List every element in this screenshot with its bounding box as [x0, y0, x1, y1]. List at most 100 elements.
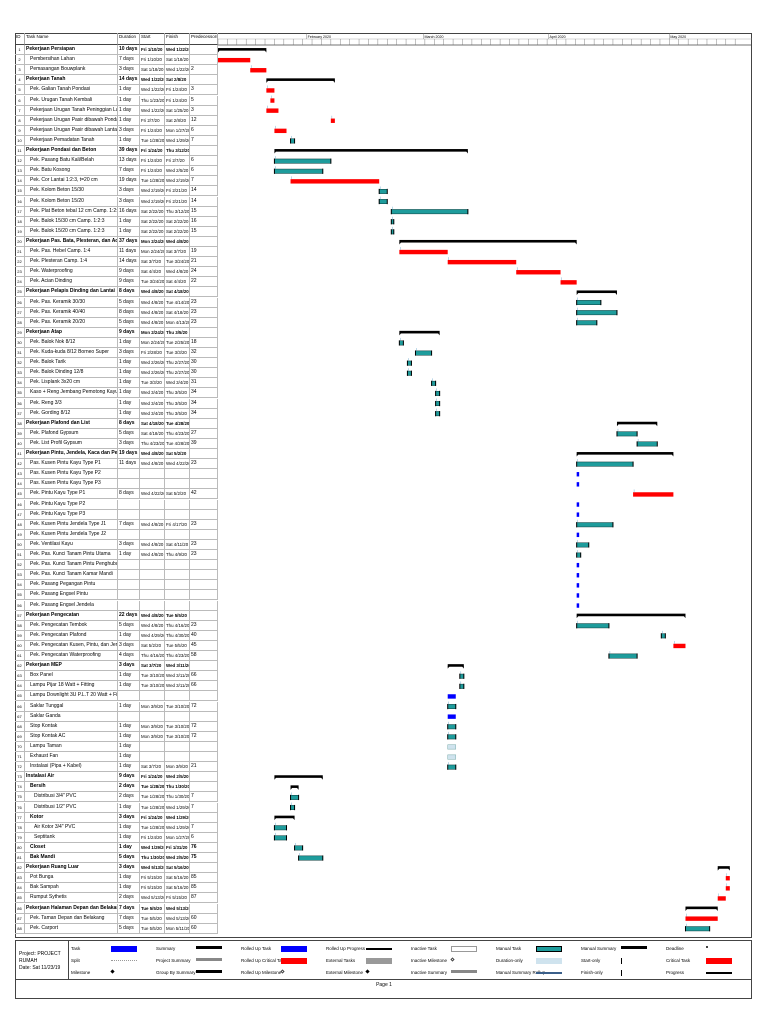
table-row[interactable]: 46 Pek. Pintu Kayu Type P2: [15, 499, 218, 510]
header-start[interactable]: Start: [140, 33, 165, 45]
table-row[interactable]: 4 Pekerjaan Tanah 14 days Wed 1/22/20 Sat 2/…: [15, 75, 218, 86]
table-row[interactable]: 42 Pas. Kusen Pintu Kayu Type P1 11 days We…: [15, 459, 218, 470]
table-row[interactable]: 50 Pek. Ventilasi Kayu 3 days Wed 4/8/20 Sat…: [15, 539, 218, 550]
table-row[interactable]: 61 Pek. Pengecatan Waterproofing 4 days Thu…: [15, 651, 218, 662]
table-row[interactable]: 44 Pas. Kusen Pintu Kayu Type P3: [15, 479, 218, 490]
table-row[interactable]: 21 Pek. Pas. Hebel Camp. 1:4 11 days Mon 2/…: [15, 247, 218, 258]
table-row[interactable]: 18 Pek. Balok 15/30 cm Camp. 1:2:3 1 day Sa…: [15, 216, 218, 227]
table-row[interactable]: 14 Pek. Cor Lantai 1:2:3, t=20 cm 19 days T…: [15, 176, 218, 187]
task-predecessors: [190, 287, 218, 298]
table-row[interactable]: 69 Stop Kontak AC 1 day Mon 3/9/20 Tue 3/10/…: [15, 731, 218, 742]
table-row[interactable]: 39 Pek. Plafond Gypsum 5 days Sat 4/18/20 Th…: [15, 428, 218, 439]
table-row[interactable]: 27 Pek. Pas. Keramik 40/40 8 days Wed 4/8/2…: [15, 307, 218, 318]
table-row[interactable]: 19 Pek. Balok 15/20 cm Camp. 1:2:3 1 day Sa…: [15, 226, 218, 237]
table-row[interactable]: 31 Pek. Kuda-kuda 8/12 Borneo Super 3 days…: [15, 348, 218, 359]
table-row[interactable]: 34 Pek. Lisplank 3x20 cm 1 day Tue 3/3/20 We…: [15, 378, 218, 389]
table-row[interactable]: 15 Pek. Kolom Beton 15/30 3 days Wed 2/19/2…: [15, 186, 218, 197]
table-row[interactable]: 83 Pot Bunga 1 day Fri 5/15/20 Sat 5/16/20 85: [15, 873, 218, 884]
header-finish[interactable]: Finish: [165, 33, 190, 45]
table-row[interactable]: 49 Pek. Kusen Pintu Jendela Type J2: [15, 529, 218, 540]
table-row[interactable]: 28 Pek. Pas. Keramik 20/20 5 days Wed 4/8/2…: [15, 317, 218, 328]
table-row[interactable]: 45 Pek. Pintu Kayu Type P1 8 days Wed 4/22/…: [15, 489, 218, 500]
table-row[interactable]: 85 Rumput Sythetis 2 days Wed 5/13/20 Fri 5/…: [15, 893, 218, 904]
table-row[interactable]: 48 Pek. Kusen Pintu Jendela Type J1 7 days…: [15, 519, 218, 530]
table-row[interactable]: 47 Pek. Pintu Kayu Type P3: [15, 509, 218, 520]
table-row[interactable]: 33 Pek. Balok Dinding 12/8 1 day Wed 2/26/2…: [15, 368, 218, 379]
task-name: Bersih: [25, 782, 118, 793]
table-row[interactable]: 76 Distribusi 1/2" PVC 1 day Tue 1/28/20 Wed…: [15, 802, 218, 813]
table-row[interactable]: 57 Pekerjaan Pengecatan 22 days Wed 4/8/20 T…: [15, 610, 218, 621]
task-duration: [118, 479, 140, 490]
table-row[interactable]: 38 Pekerjaan Plafond dan List 8 days Sat 4/…: [15, 418, 218, 429]
table-row[interactable]: 65 Lampu Downlight 3U P.L.T 20 Watt + Fit…: [15, 691, 218, 702]
table-row[interactable]: 25 Pekerjaan Pelapis Dinding dan Lantai 8 …: [15, 287, 218, 298]
table-row[interactable]: 67 Saklar Ganda: [15, 711, 218, 722]
table-row[interactable]: 16 Pek. Kolom Beton 15/20 3 days Wed 2/19/2…: [15, 196, 218, 207]
critical-task-bar: [447, 259, 517, 265]
table-row[interactable]: 66 Saklar Tunggal 1 day Mon 3/9/20 Tue 3/10/…: [15, 701, 218, 712]
table-row[interactable]: 30 Pek. Balok Nok 8/12 1 day Mon 2/24/20 Tue…: [15, 337, 218, 348]
header-predecessors[interactable]: Predecessors: [190, 33, 218, 45]
table-row[interactable]: 6 Pek. Urugan Tanah Kembali 1 day Thu 1/23/…: [15, 95, 218, 106]
table-row[interactable]: 24 Pek. Acian Dinding 9 days Tue 3/24/20 Sat…: [15, 277, 218, 288]
table-row[interactable]: 71 Exhaust Fan 1 day: [15, 752, 218, 763]
manual-task-bar: [399, 340, 404, 346]
table-row[interactable]: 20 Pekerjaan Pas. Bata, Plesteran, dan Ac…: [15, 236, 218, 247]
table-row[interactable]: 32 Pek. Balok Tarik 1 day Wed 2/26/20 Thu 2/…: [15, 358, 218, 369]
table-row[interactable]: 82 Pekerjaan Ruang Luar 3 days Wed 5/13/20 S…: [15, 863, 218, 874]
table-row[interactable]: 13 Pek. Batu Kosong 7 days Fri 1/24/20 Wed 2…: [15, 166, 218, 177]
table-row[interactable]: 54 Pek. Pasang Pegangan Pintu: [15, 580, 218, 591]
header-task-name[interactable]: Task Name: [25, 33, 118, 45]
task-id: 79: [15, 832, 25, 843]
table-row[interactable]: 3 Pemasangan Bouwplank 3 days Sat 1/18/20 We…: [15, 65, 218, 76]
table-row[interactable]: 72 Instalasi (Pipa + Kabel) 1 day Sat 3/7/2…: [15, 762, 218, 773]
table-row[interactable]: 51 Pek. Pas. Kunci Tanam Pintu Utama 1 day…: [15, 550, 218, 561]
table-row[interactable]: 53 Pek. Pas. Kunci Tanam Kamar Mandi: [15, 570, 218, 581]
table-row[interactable]: 26 Pek. Pas. Keramik 30/30 5 days Wed 4/8/2…: [15, 297, 218, 308]
table-row[interactable]: 80 Closet 1 day Wed 1/29/20 Fri 1/31/20 76: [15, 842, 218, 853]
table-row[interactable]: 59 Pek. Pengecatan Plafond 1 day Wed 4/29/2…: [15, 630, 218, 641]
table-row[interactable]: 43 Pas. Kusen Pintu Kayu Type P2: [15, 469, 218, 480]
table-row[interactable]: 86 Pekerjaan Halaman Depan dan Belakang 7 …: [15, 903, 218, 914]
table-row[interactable]: 88 Pek. Carport 5 days Tue 5/5/20 Mon 5/11/2…: [15, 923, 218, 934]
table-row[interactable]: 74 Bersih 2 days Tue 1/28/20 Thu 1/30/20: [15, 782, 218, 793]
table-row[interactable]: 36 Pek. Reng 3/3 1 day Wed 3/4/20 Thu 3/5/20…: [15, 398, 218, 409]
table-row[interactable]: 1 Pekerjaan Persiapan 10 days Fri 1/10/20 We…: [15, 45, 218, 56]
table-row[interactable]: 29 Pekerjaan Atap 9 days Mon 2/24/20 Thu 3/5…: [15, 327, 218, 338]
table-row[interactable]: 55 Pek. Pasang Engsel Pintu: [15, 590, 218, 601]
table-row[interactable]: 12 Pek. Pasang Batu Kali/Belah 13 days Fri …: [15, 156, 218, 167]
table-row[interactable]: 11 Pekerjaan Pondasi dan Beton 39 days Fri …: [15, 146, 218, 157]
header-duration[interactable]: Duration: [118, 33, 140, 45]
table-row[interactable]: 63 Box Panel 1 day Tue 3/10/20 Wed 3/11/20 66: [15, 671, 218, 682]
table-row[interactable]: 87 Pek. Taman Depan dan Belakang 7 days Tue…: [15, 913, 218, 924]
table-row[interactable]: 37 Pek. Gording 8/12 1 day Wed 3/4/20 Thu 3/…: [15, 408, 218, 419]
table-row[interactable]: 81 Bak Mandi 5 days Thu 1/30/20 Wed 2/5/20 75: [15, 853, 218, 864]
table-row[interactable]: 77 Kotor 3 days Fri 1/24/20 Wed 1/29/20: [15, 812, 218, 823]
table-row[interactable]: 10 Pekerjaan Pemadatan Tanah 1 day Tue 1/28…: [15, 135, 218, 146]
manual-finish-bracket: [286, 825, 288, 831]
table-row[interactable]: 58 Pek. Pengecatan Tembok 5 days Wed 4/8/20…: [15, 620, 218, 631]
table-row[interactable]: 64 Lampu Pijar 18 Watt + Fitting 1 day Tue …: [15, 681, 218, 692]
table-row[interactable]: 52 Pek. Pas. Kunci Tanam Pintu Penghubung: [15, 560, 218, 571]
table-row[interactable]: 78 Air Kotor 3/4" PVC 1 day Tue 1/28/20 Wed …: [15, 822, 218, 833]
table-row[interactable]: 40 Pek. List Profil Gypsum 3 days Thu 4/23/…: [15, 438, 218, 449]
table-row[interactable]: 7 Pekerjaan Urugan Tanah Peninggian Lanta…: [15, 105, 218, 116]
table-row[interactable]: 79 Septitank 1 day Fri 1/24/20 Mon 1/27/20 6: [15, 832, 218, 843]
table-row[interactable]: 22 Pek. Plesteran Camp. 1:4 14 days Sat 3/7…: [15, 257, 218, 268]
table-row[interactable]: 2 Pembersihan Lahan 7 days Fri 1/10/20 Sat 1…: [15, 55, 218, 66]
table-row[interactable]: 9 Pekerjaan Urugan Pasir dibawah Lantai 3 …: [15, 125, 218, 136]
table-row[interactable]: 73 Instalasi Air 9 days Fri 1/24/20 Wed 2/5/…: [15, 772, 218, 783]
table-row[interactable]: 17 Pek. Plat Beton tebal 12 cm Camp. 1:2:…: [15, 206, 218, 217]
table-row[interactable]: 70 Lampu Taman 1 day: [15, 741, 218, 752]
table-row[interactable]: 62 Pekerjaan MEP 3 days Sat 3/7/20 Wed 3/11/…: [15, 661, 218, 672]
table-row[interactable]: 8 Pekerjaan Urugan Pasir dibawah Pondasi 1…: [15, 115, 218, 126]
table-row[interactable]: 23 Pek. Waterproofing 9 days Sat 4/4/20 Wed …: [15, 267, 218, 278]
table-row[interactable]: 68 Stop Kontak 1 day Mon 3/9/20 Tue 3/10/20 7…: [15, 721, 218, 732]
table-row[interactable]: 56 Pek. Pasang Engsel Jendela: [15, 600, 218, 611]
table-row[interactable]: 84 Bak Sampah 1 day Fri 5/15/20 Sat 5/16/20 8…: [15, 883, 218, 894]
table-row[interactable]: 75 Distribusi 3/4" PVC 2 days Tue 1/28/20 Th…: [15, 792, 218, 803]
table-row[interactable]: 5 Pek. Galian Tanah Pondasi 1 day Wed 1/22/…: [15, 85, 218, 96]
